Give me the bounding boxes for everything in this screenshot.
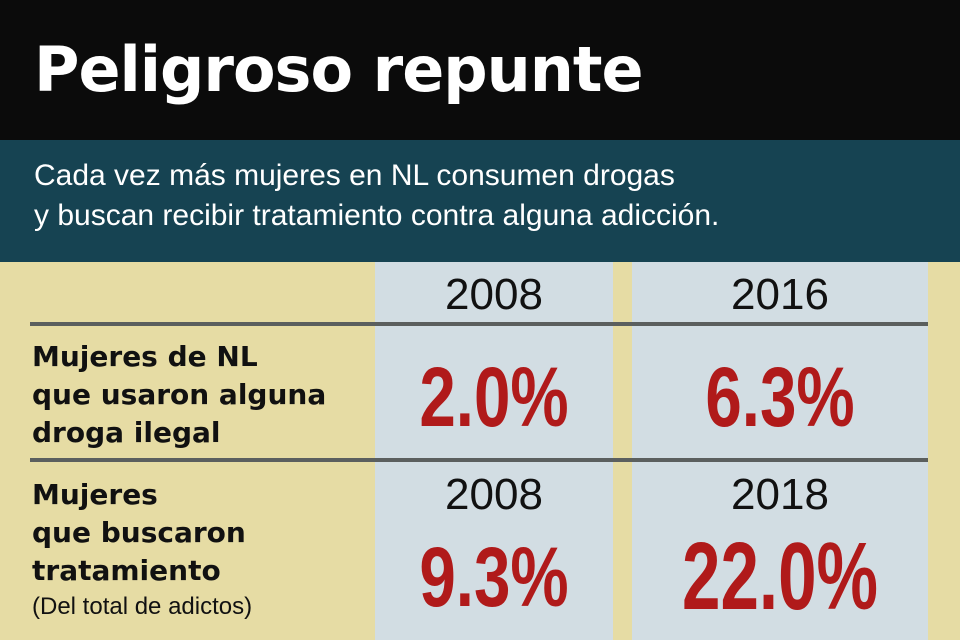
subtitle-line-1: Cada vez más mujeres en NL consumen drog… [34, 159, 675, 192]
subtitle: Cada vez más mujeres en NL consumen drog… [34, 156, 934, 236]
row1-year-left: 2008 [445, 270, 543, 319]
row1-label-line-1: Mujeres de NL [32, 340, 258, 373]
subtitle-bar [0, 140, 960, 262]
row1-year-right: 2016 [731, 270, 829, 319]
divider-top [30, 322, 928, 326]
row2-year-right: 2018 [731, 470, 829, 519]
row2-note: (Del total de adictos) [32, 593, 253, 620]
row1-label-line-2: que usaron alguna [32, 378, 327, 411]
row2-year-left: 2008 [445, 470, 543, 519]
page-title: Peligroso repunte [34, 33, 644, 106]
row1-label-line-3: droga ilegal [32, 416, 221, 449]
title-bar [0, 0, 960, 140]
row2-label-line-2: que buscaron [32, 516, 246, 549]
row2-value-right: 22.0% [682, 523, 878, 630]
subtitle-line-2: y buscan recibir tratamiento contra algu… [34, 199, 720, 232]
row2-value-left: 9.3% [419, 530, 569, 624]
row2-label-line-3: tratamiento [32, 554, 221, 587]
row1-value-left: 2.0% [419, 350, 569, 444]
row2-label: Mujeres que buscaron tratamiento [32, 476, 246, 590]
row2-label-line-1: Mujeres [32, 478, 158, 511]
row1-label: Mujeres de NL que usaron alguna droga il… [32, 338, 326, 452]
row1-value-right: 6.3% [705, 350, 855, 444]
divider-middle [30, 458, 928, 462]
